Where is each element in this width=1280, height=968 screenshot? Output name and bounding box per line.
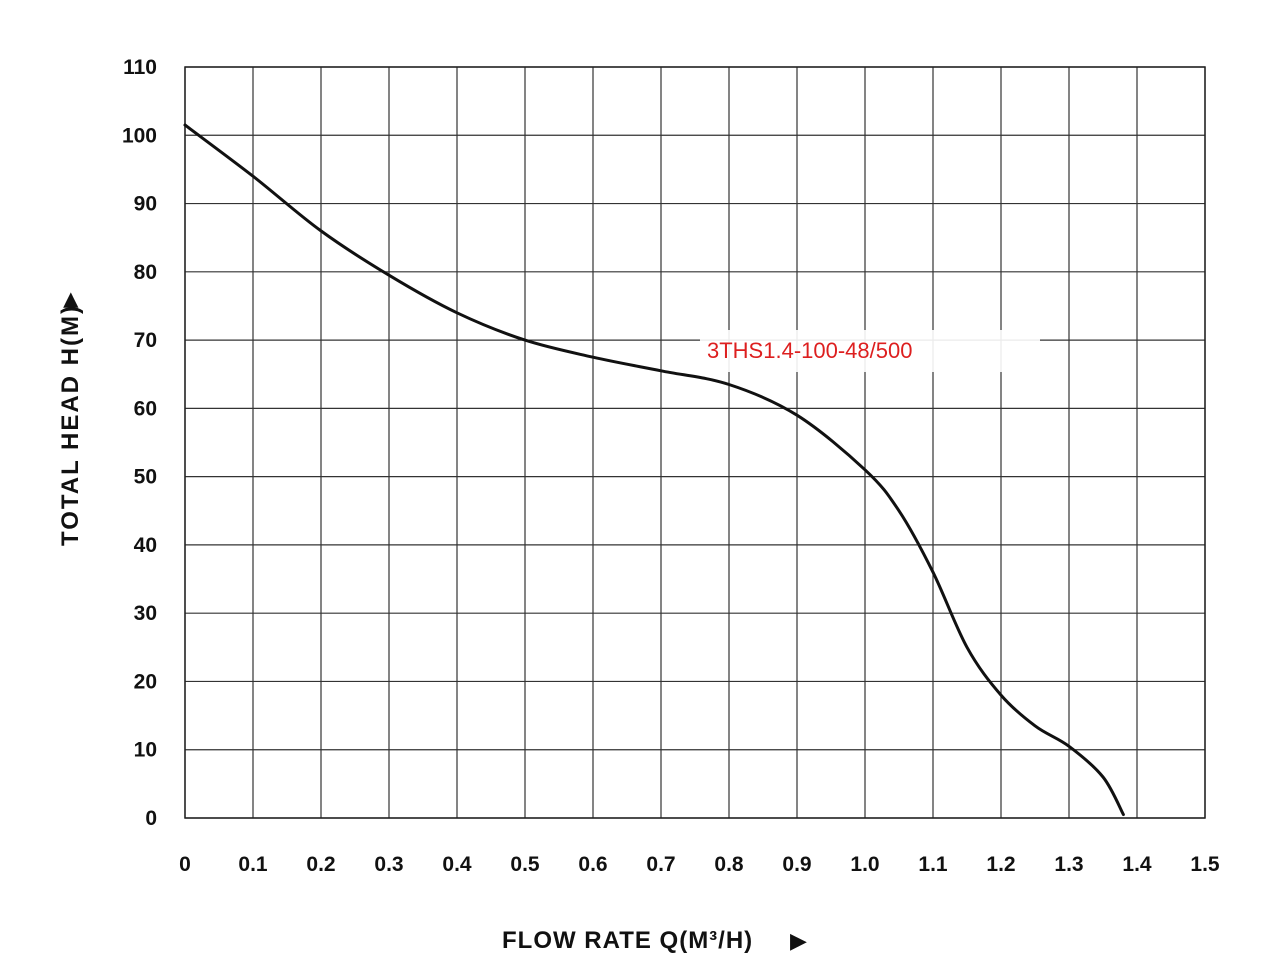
- x-tick-label: 1.1: [918, 853, 948, 876]
- y-tick-label: 40: [134, 534, 157, 557]
- x-axis-title: FLOW RATE Q(M³/H): [502, 927, 753, 954]
- x-tick-labels: 0 0.1 0.2 0.3 0.4 0.5 0.6 0.7 0.8 0.9 1.0 1.1 1.2 1.3…: [179, 853, 1220, 876]
- x-tick-label: 0: [179, 853, 191, 876]
- plot-frame: [184, 66, 1206, 819]
- x-tick-label: 0.4: [442, 853, 472, 876]
- x-tick-label: 0.9: [782, 853, 811, 876]
- y-tick-label: 0: [145, 807, 157, 830]
- x-axis-arrow-icon: ▶: [790, 929, 807, 954]
- x-tick-label: 0.3: [374, 853, 403, 876]
- y-tick-label: 10: [134, 739, 157, 762]
- y-tick-label: 30: [134, 602, 157, 625]
- y-tick-label: 100: [122, 124, 157, 147]
- x-tick-label: 1.2: [986, 853, 1015, 876]
- x-tick-label: 1.5: [1190, 853, 1220, 876]
- series-label-box: 3THS1.4-100-48/500: [700, 330, 1040, 372]
- x-tick-label: 1.0: [850, 853, 879, 876]
- y-tick-label: 110: [123, 56, 157, 79]
- x-tick-label: 0.1: [238, 853, 268, 876]
- y-tick-label: 60: [134, 397, 157, 420]
- x-tick-label: 0.2: [306, 853, 335, 876]
- y-tick-label: 90: [134, 193, 157, 216]
- x-tick-label: 0.7: [646, 853, 675, 876]
- grid-lines: [184, 66, 1206, 819]
- x-tick-label: 1.3: [1054, 853, 1083, 876]
- y-tick-label: 70: [134, 329, 157, 352]
- y-axis-arrow-icon: ▶: [57, 292, 81, 308]
- x-tick-label: 0.6: [578, 853, 607, 876]
- y-axis-title: TOTAL HEAD H(M): [57, 304, 84, 546]
- series-label: 3THS1.4-100-48/500: [707, 338, 912, 363]
- y-tick-label: 80: [134, 261, 157, 284]
- y-tick-label: 50: [134, 466, 157, 489]
- series-line: [183, 123, 1125, 817]
- y-tick-label: 20: [134, 670, 157, 693]
- x-tick-label: 0.8: [714, 853, 744, 876]
- x-tick-label: 0.5: [510, 853, 540, 876]
- x-tick-label: 1.4: [1122, 853, 1152, 876]
- y-tick-labels: 0 10 20 30 40 50 60 70 80 90 100 110: [122, 56, 157, 830]
